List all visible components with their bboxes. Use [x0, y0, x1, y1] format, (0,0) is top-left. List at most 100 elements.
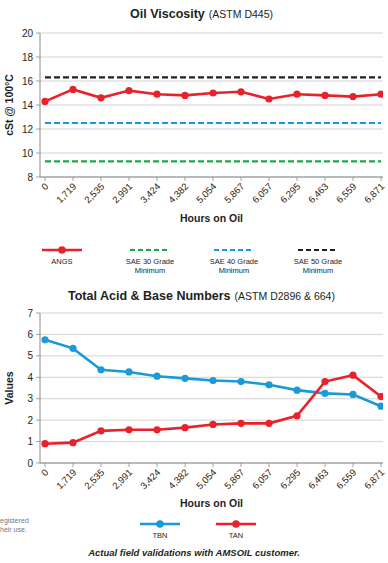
x-tick [45, 177, 46, 181]
point [69, 439, 76, 446]
y-tick-label: 3 [27, 393, 33, 404]
point [265, 420, 272, 427]
legend-label: ANGS [51, 257, 72, 266]
y-tick [36, 153, 40, 154]
legend: TBN TAN [140, 520, 256, 540]
legend-label: TAN [229, 531, 243, 540]
grid-line [40, 313, 383, 314]
x-tick-label: 6,871 [362, 467, 387, 492]
x-tick-label: 6,559 [334, 181, 359, 206]
x-tick-label: 6,295 [278, 181, 303, 206]
plot-area [41, 77, 383, 161]
x-tick [101, 177, 102, 181]
x-tick-label: 6,295 [278, 467, 303, 492]
y-tick [36, 177, 40, 178]
series-line [45, 76, 381, 78]
point [153, 373, 160, 380]
grid-line [40, 398, 383, 399]
point [41, 440, 48, 447]
x-tick-label: 6,057 [250, 467, 275, 492]
legend: ANGSSAE 30 GradeMinimumSAE 40 GradeMinim… [42, 246, 342, 274]
x-tick [157, 463, 158, 467]
y-tick [36, 441, 40, 442]
y-tick-label: 2 [27, 415, 33, 426]
point [349, 372, 356, 379]
x-tick-label: 0 [39, 467, 51, 479]
x-tick [297, 177, 298, 181]
y-tick-label: 14 [22, 100, 34, 111]
point [377, 393, 383, 400]
x-tick [269, 463, 270, 467]
x-tick-label: 6,559 [334, 467, 359, 492]
y-tick [36, 334, 40, 335]
y-tick [36, 57, 40, 58]
x-tick-label: 2,991 [110, 467, 135, 492]
page: Oil Viscosity(ASTM D445)8101214161820cSt… [0, 0, 388, 563]
legend-label: SAE 50 GradeMinimum [294, 257, 342, 275]
title: Total Acid & Base Numbers(ASTM D2896 & 6… [68, 289, 335, 303]
y-tick-label: 16 [22, 76, 34, 87]
legend-label-line: Minimum [135, 266, 165, 275]
point [125, 426, 132, 433]
x-axis [40, 463, 383, 464]
x-tick-label: 1,719 [54, 181, 79, 206]
y-tick-label: 18 [22, 52, 34, 63]
grid-line [40, 420, 383, 421]
point [97, 94, 104, 101]
point [153, 426, 160, 433]
y-tick [36, 355, 40, 356]
x-tick-label: 6,463 [306, 181, 331, 206]
grid-line [40, 33, 383, 34]
point [153, 91, 160, 98]
x-tick [325, 177, 326, 181]
grid-line [40, 129, 383, 130]
x-tick [241, 177, 242, 181]
point [321, 390, 328, 397]
margin-text: egistered [0, 517, 29, 525]
series-line [45, 340, 381, 406]
x-tick [185, 463, 186, 467]
subtitle: (ASTM D2896 & 664) [235, 290, 335, 302]
y-tick-label: 0 [27, 458, 33, 469]
point [237, 420, 244, 427]
x-tick-label: 6,871 [362, 181, 387, 206]
point [377, 403, 383, 410]
x-tick-label: 2,535 [82, 467, 107, 492]
y-tick-label: 8 [27, 172, 33, 183]
point [209, 421, 216, 428]
legend-label: TBN [153, 531, 168, 540]
y-axis [40, 33, 41, 177]
y-axis-label: Values [3, 371, 15, 404]
x-tick-label: 5,054 [194, 181, 219, 206]
grid-line [40, 334, 383, 335]
y-tick [36, 105, 40, 106]
point [97, 366, 104, 373]
x-axis [40, 177, 383, 178]
point [293, 91, 300, 98]
chart: Total Acid & Base Numbers(ASTM D2896 & 6… [3, 289, 386, 540]
legend-line [298, 249, 338, 251]
x-tick [129, 463, 130, 467]
margin-text: heir use. [0, 526, 27, 533]
point [181, 375, 188, 382]
point [41, 336, 48, 343]
x-tick-label: 3,424 [138, 467, 163, 492]
y-tick-label: 10 [22, 148, 34, 159]
point [321, 378, 328, 385]
point [181, 424, 188, 431]
point [209, 89, 216, 96]
x-axis-label: Hours on Oil [180, 212, 243, 224]
y-tick-label: 20 [22, 28, 34, 39]
y-tick-label: 4 [27, 372, 33, 383]
y-tick [36, 398, 40, 399]
x-tick-label: 5,054 [194, 467, 219, 492]
x-tick-label: 0 [39, 181, 51, 193]
x-tick [213, 177, 214, 181]
footer: Actual field validations with AMSOIL cus… [87, 547, 300, 558]
point [349, 391, 356, 398]
grid-line [40, 441, 383, 442]
x-tick-label: 2,535 [82, 181, 107, 206]
point [237, 378, 244, 385]
point [97, 427, 104, 434]
x-axis-label: Hours on Oil [180, 497, 243, 509]
